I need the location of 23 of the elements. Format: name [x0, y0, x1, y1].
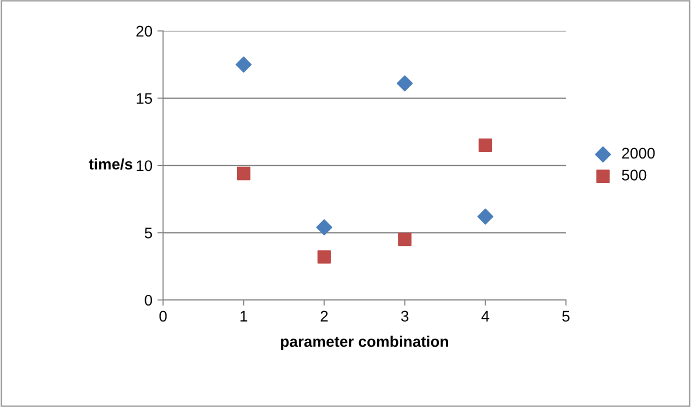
point [478, 138, 492, 152]
x-tick-label: 4 [481, 310, 490, 322]
point [236, 166, 250, 180]
x-axis-title: parameter combination [281, 336, 448, 350]
x-tick-label: 1 [240, 310, 248, 322]
point [236, 56, 252, 73]
x-tick-label: 0 [159, 310, 167, 322]
x-tick-label: 2 [320, 310, 328, 322]
y-tick-label: 0 [144, 294, 152, 306]
y-tick-label: 15 [136, 93, 152, 104]
point [316, 219, 332, 236]
legend-label: 500 [622, 170, 646, 180]
x-tick-label: 5 [562, 310, 570, 322]
point [318, 250, 331, 264]
point [398, 232, 412, 246]
x-tick-label: 3 [401, 310, 408, 322]
point [477, 208, 494, 225]
point [396, 75, 413, 92]
y-axis-title: time/s [88, 158, 132, 170]
y-tick-label: 10 [136, 160, 152, 172]
legend-label: 2000 [622, 148, 655, 159]
y-tick-label: 5 [144, 228, 152, 238]
y-tick-label: 20 [136, 26, 152, 37]
